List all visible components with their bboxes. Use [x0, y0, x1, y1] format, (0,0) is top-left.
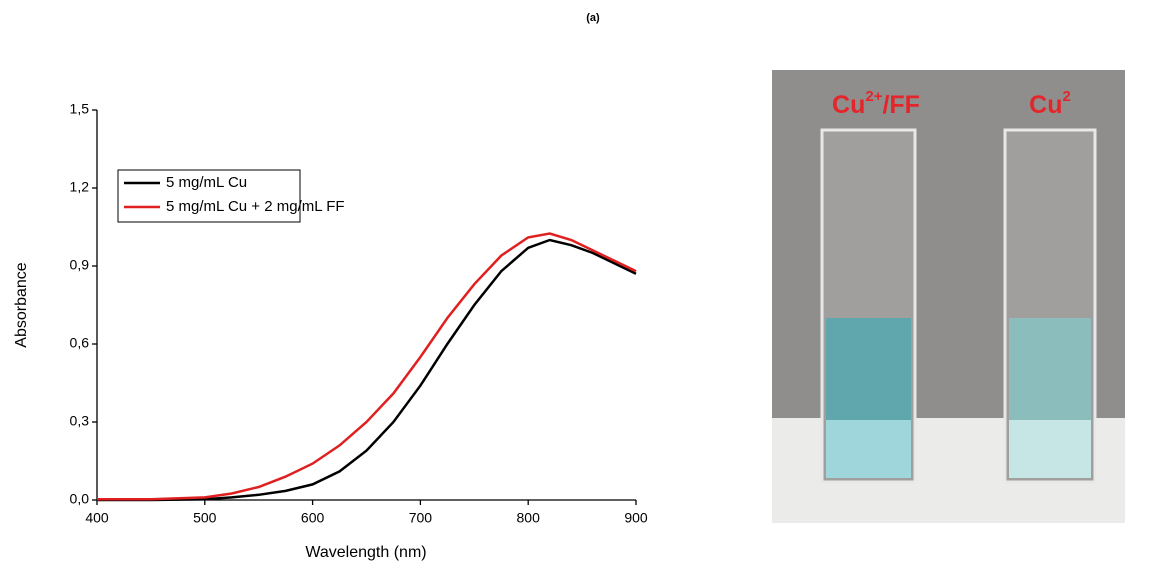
label-part: /FF [882, 91, 920, 119]
cuvette-liquid [826, 420, 911, 478]
y-tick-label: 1,5 [70, 101, 90, 117]
x-tick-label: 600 [301, 510, 325, 526]
x-tick-label: 800 [517, 510, 541, 526]
y-tick-label: 0,6 [70, 335, 90, 351]
label-part: Cu [832, 91, 865, 119]
legend-label: 5 mg/mL Cu + 2 mg/mL FF [166, 198, 345, 215]
y-axis-label: Absorbance [13, 262, 30, 347]
x-axis-label: Wavelength (nm) [305, 544, 426, 561]
figure: (a) Wavelength (nm) Absorbance 0,0 0,3 0,6… [0, 0, 1155, 568]
legend-label: 5 mg/mL Cu [166, 174, 247, 191]
x-tick-label: 500 [193, 510, 217, 526]
y-tick-label: 0,9 [70, 257, 90, 273]
series-line [97, 234, 636, 500]
x-tick-label: 900 [624, 510, 648, 526]
x-tick-label: 400 [85, 510, 109, 526]
photo [772, 70, 1125, 523]
y-tick-label: 1,2 [70, 179, 90, 195]
y-tick-label: 0,3 [70, 413, 90, 429]
superscript: 2+ [865, 88, 882, 105]
label-part: Cu [1029, 91, 1062, 119]
chart-title: (a) [586, 12, 600, 24]
superscript: 2 [1062, 88, 1070, 105]
cuvette-liquid [1009, 420, 1091, 478]
x-tick-label: 700 [409, 510, 433, 526]
y-tick-label: 0,0 [70, 491, 90, 507]
series-line [97, 240, 636, 500]
